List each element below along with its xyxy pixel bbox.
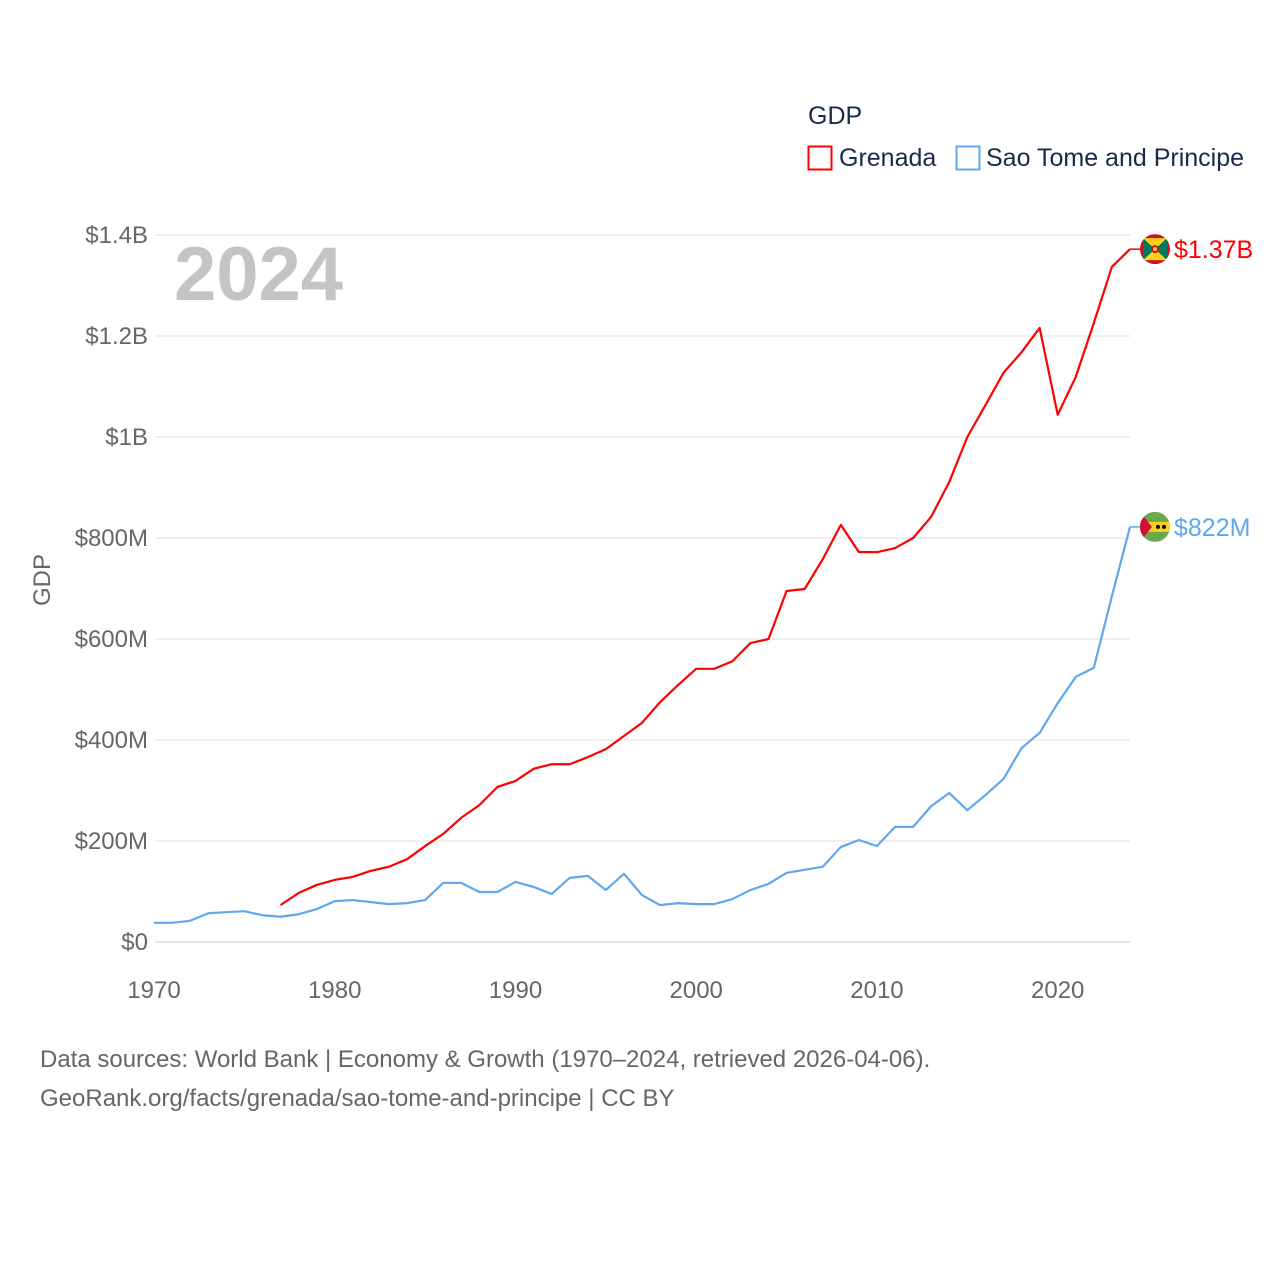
- footer-attribution: GeoRank.org/facts/grenada/sao-tome-and-p…: [40, 1085, 675, 1112]
- y-tick-label: $1.2B: [85, 323, 148, 350]
- x-tick-label: 1970: [127, 977, 180, 1004]
- legend-label-sao-tome: Sao Tome and Principe: [986, 144, 1244, 172]
- gdp-line-chart: $0 $200M $400M $600M $800M $1B $1.2B $1.4B 1970…: [29, 102, 1253, 1004]
- legend-title: GDP: [808, 102, 862, 130]
- legend-label-grenada: Grenada: [839, 144, 936, 172]
- legend-item-grenada[interactable]: Grenada: [807, 144, 937, 172]
- x-tick-label: 1980: [308, 977, 361, 1004]
- end-value-label: $822M: [1174, 514, 1250, 542]
- legend-swatch-sao-tome: [955, 145, 981, 171]
- y-tick-label: $0: [121, 929, 148, 956]
- grenada-flag-icon: [1140, 234, 1170, 265]
- x-tick-label: 2010: [850, 977, 903, 1004]
- x-tick-label: 2000: [670, 977, 723, 1004]
- year-watermark: 2024: [174, 232, 343, 317]
- y-tick-label: $1.4B: [85, 222, 148, 249]
- x-tick-label: 1990: [489, 977, 542, 1004]
- sao-tome-flag-icon: [1140, 511, 1170, 542]
- y-tick-label: $600M: [75, 626, 148, 653]
- x-tick-label: 2020: [1031, 977, 1084, 1004]
- y-tick-label: $1B: [105, 424, 148, 451]
- end-value-label: $1.37B: [1174, 236, 1253, 264]
- series-line-grenada: [279, 248, 1131, 907]
- y-tick-label: $200M: [75, 828, 148, 855]
- series-line-sao-tome: [154, 526, 1132, 924]
- legend-item-sao-tome[interactable]: Sao Tome and Principe: [955, 144, 1245, 172]
- footer-sources: Data sources: World Bank | Economy & Gro…: [40, 1046, 931, 1073]
- y-tick-label: $800M: [75, 525, 148, 552]
- y-tick-label: $400M: [75, 727, 148, 754]
- y-axis-label: GDP: [29, 554, 56, 606]
- legend-swatch-grenada: [807, 145, 833, 171]
